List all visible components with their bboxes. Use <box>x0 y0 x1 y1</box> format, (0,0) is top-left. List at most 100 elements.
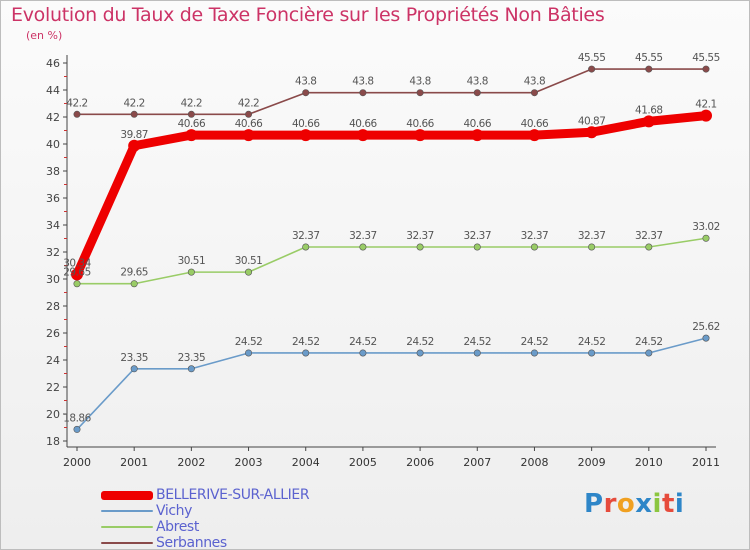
data-label: 24.52 <box>235 336 263 348</box>
y-axis-tick-label: 34 <box>46 219 60 232</box>
data-point <box>73 280 81 288</box>
data-point <box>645 349 653 357</box>
data-label: 24.52 <box>463 336 491 348</box>
data-label: 40.66 <box>292 118 320 130</box>
data-point <box>302 349 310 357</box>
series-line-serbannes <box>76 68 707 116</box>
data-point <box>642 115 655 128</box>
data-label: 43.8 <box>295 76 316 88</box>
data-label: 41.68 <box>635 104 663 116</box>
x-axis-tick-label: 2002 <box>177 456 205 469</box>
legend-swatch <box>101 542 153 544</box>
data-label: 32.37 <box>578 230 606 242</box>
data-point <box>645 65 653 73</box>
data-point <box>245 349 253 357</box>
data-label: 43.8 <box>524 76 545 88</box>
data-point <box>185 129 198 142</box>
y-axis-tick-label: 44 <box>46 84 60 97</box>
data-point <box>416 89 424 97</box>
series-line-abrest <box>76 237 707 285</box>
data-point <box>416 349 424 357</box>
x-axis-tick-label: 2008 <box>520 456 548 469</box>
data-label: 42.2 <box>66 97 87 109</box>
data-label: 24.52 <box>635 336 663 348</box>
data-label: 43.8 <box>352 76 373 88</box>
y-axis-tick-label: 32 <box>46 246 60 259</box>
y-axis-tick-label: 36 <box>46 192 60 205</box>
series-line-bellerive-sur-allier <box>72 111 711 279</box>
data-label: 24.52 <box>521 336 549 348</box>
data-point <box>588 243 596 251</box>
data-label: 42.1 <box>695 99 716 111</box>
data-point <box>530 349 538 357</box>
data-point <box>359 89 367 97</box>
data-point <box>530 89 538 97</box>
data-label: 23.35 <box>120 352 148 364</box>
data-point <box>187 110 195 118</box>
data-point <box>71 268 83 281</box>
y-axis-tick-label: 24 <box>46 354 60 367</box>
data-label: 42.2 <box>181 97 202 109</box>
data-label: 24.52 <box>406 336 434 348</box>
data-point <box>585 126 598 139</box>
legend-label: Vichy <box>156 503 193 519</box>
data-point <box>528 129 541 142</box>
data-point <box>359 243 367 251</box>
x-axis-tick-label: 2011 <box>692 456 720 469</box>
data-label: 32.37 <box>292 230 320 242</box>
data-point <box>302 243 310 251</box>
data-point <box>588 349 596 357</box>
legend: BELLERIVE-SUR-ALLIER Vichy Abrest Serban… <box>101 487 310 549</box>
x-axis-tick-label: 2003 <box>235 456 263 469</box>
x-axis-tick-label: 2005 <box>349 456 377 469</box>
y-axis-unit-label: (en %) <box>26 29 63 42</box>
data-label: 30.34 <box>63 257 91 269</box>
x-axis-tick-label: 2000 <box>63 456 91 469</box>
logo-letter: i <box>674 489 685 519</box>
legend-item: Vichy <box>101 503 309 519</box>
y-axis-tick-label: 30 <box>46 273 60 286</box>
x-axis-tick-label: 2007 <box>463 456 491 469</box>
data-point <box>242 129 255 142</box>
data-label: 45.55 <box>635 52 663 64</box>
data-label: 40.66 <box>521 118 549 130</box>
logo-letter: i <box>652 489 662 519</box>
data-point <box>299 129 312 142</box>
chart-title: Evolution du Taux de Taxe Foncière sur l… <box>11 4 605 26</box>
y-axis-tick-label: 18 <box>46 435 60 448</box>
data-point <box>245 268 253 276</box>
data-point <box>302 89 310 97</box>
data-label: 40.66 <box>178 118 206 130</box>
data-point <box>702 234 710 242</box>
data-point <box>700 109 712 122</box>
data-point <box>130 365 138 373</box>
data-label: 30.51 <box>178 255 206 267</box>
logo-letter: P <box>584 489 604 519</box>
x-axis-tick-label: 2010 <box>635 456 663 469</box>
data-label: 45.55 <box>692 52 720 64</box>
logo-letter: x <box>635 489 653 519</box>
data-point <box>73 110 81 118</box>
y-axis-tick-label: 22 <box>46 381 60 394</box>
y-axis-tick-label: 40 <box>46 138 60 151</box>
data-point <box>187 268 195 276</box>
data-label: 18.86 <box>63 412 91 424</box>
data-point <box>416 243 424 251</box>
x-axis-tick-label: 2001 <box>120 456 148 469</box>
data-label: 24.52 <box>292 336 320 348</box>
y-axis-tick-label: 26 <box>46 327 60 340</box>
data-point <box>356 129 369 142</box>
data-point <box>245 110 253 118</box>
data-point <box>414 129 427 142</box>
data-label: 29.65 <box>120 267 148 279</box>
x-axis-tick-label: 2006 <box>406 456 434 469</box>
data-label: 32.37 <box>349 230 377 242</box>
y-axis-tick-label: 20 <box>46 408 60 421</box>
legend-swatch <box>101 526 153 528</box>
data-label: 45.55 <box>578 52 606 64</box>
data-label: 25.62 <box>692 321 720 333</box>
data-point <box>471 129 484 142</box>
data-label: 29.65 <box>63 267 91 279</box>
legend-label: BELLERIVE-SUR-ALLIER <box>156 487 310 503</box>
